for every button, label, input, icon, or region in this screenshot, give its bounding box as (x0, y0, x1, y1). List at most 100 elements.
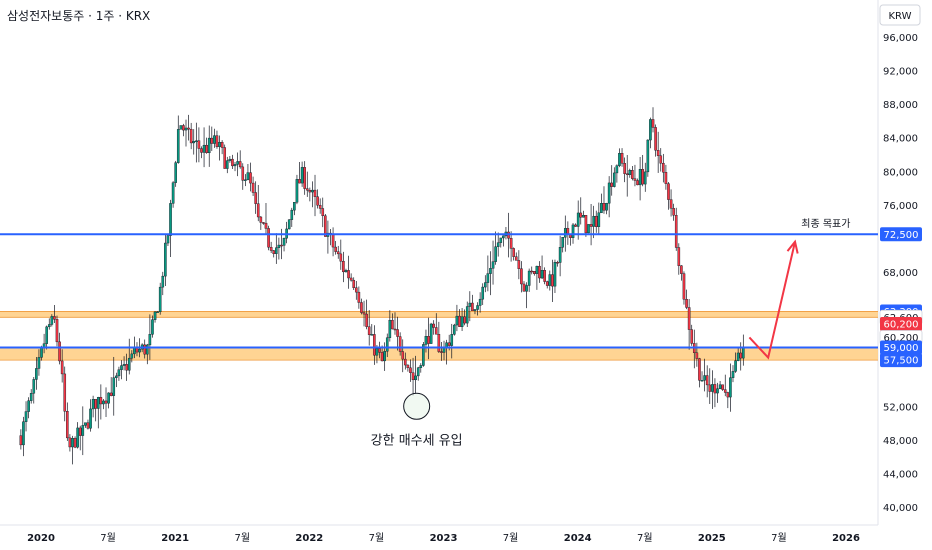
price-tick-label: 68,000 (883, 268, 918, 279)
candle-body (489, 268, 492, 274)
price-tag-6 (880, 353, 922, 368)
candle-body (176, 129, 180, 163)
year-tick-label: 2025 (698, 533, 726, 544)
candle-body (561, 237, 565, 248)
candle-body (29, 393, 33, 401)
candle-body (246, 172, 250, 180)
candle-body (298, 179, 301, 184)
candle-body (613, 172, 616, 187)
candle-body (486, 273, 490, 283)
price-axis[interactable]: 40,000 44,000 48,000 52,000 68,000 76,000 80,0… (883, 33, 918, 514)
candle-body (481, 286, 485, 300)
candle-body (202, 144, 206, 153)
price-tick-label: 76,000 (883, 201, 918, 212)
price-tick-label: 84,000 (883, 134, 918, 145)
candle-body (468, 302, 472, 307)
buying-pressure-circle[interactable] (403, 392, 431, 420)
candle-body (633, 178, 637, 181)
candle-body (556, 262, 559, 264)
candle-body (667, 183, 670, 200)
candle-body (357, 291, 361, 303)
candle-body (631, 170, 634, 179)
candle-body (156, 311, 159, 313)
candle-body (527, 270, 531, 286)
candle-body (179, 125, 183, 130)
candle-body (174, 162, 177, 183)
candle-body (96, 397, 100, 409)
price-tag-label: 57,500 (884, 356, 919, 367)
price-tag-label: 60,200 (884, 333, 919, 344)
candle-body (654, 127, 657, 151)
candle-body (651, 119, 655, 128)
candle-body (58, 341, 61, 362)
candle-body (138, 348, 141, 353)
candle-body (409, 367, 412, 373)
zone-band-1 (0, 347, 878, 361)
candle-body (551, 274, 554, 287)
candle-body (674, 215, 678, 248)
candle-body (81, 425, 85, 436)
candle-body (347, 270, 350, 279)
candle-body (360, 302, 363, 313)
candle-body (251, 182, 255, 193)
time-axis[interactable]: 2020 7월 2021 7월 2022 7월 2023 7월 2024 7월 2025 7월 2026 (0, 524, 878, 544)
candle-body (545, 281, 549, 286)
final-target-label: 최종 목표가 (801, 218, 850, 230)
candle-body (280, 244, 283, 247)
candle-body (24, 411, 28, 422)
candle-body (414, 375, 417, 381)
candle-body (220, 142, 224, 148)
candle-body (264, 222, 268, 229)
candle-body (127, 357, 131, 371)
candle-body (249, 172, 252, 184)
year-tick-label: 2023 (430, 533, 458, 544)
candle-body (287, 219, 291, 230)
candle-body (68, 437, 72, 448)
candle-body (259, 216, 263, 223)
candle-body (331, 233, 335, 248)
candle-body (73, 438, 77, 448)
candle-body (620, 153, 624, 164)
candle-body (605, 203, 608, 211)
price-tag-0 (880, 227, 922, 242)
candle-body (530, 270, 534, 273)
candle-body (112, 377, 116, 396)
candle-body (427, 336, 430, 344)
candle-body (63, 373, 67, 412)
candle-body (207, 137, 211, 154)
candle-body (628, 170, 632, 175)
candle-body (45, 326, 48, 344)
candle-body (734, 360, 737, 372)
candle-body (540, 270, 544, 279)
candle-body (32, 379, 36, 394)
candle-body (458, 315, 461, 327)
candle-body (125, 364, 128, 371)
candle-body (55, 319, 59, 343)
candle-body (553, 262, 557, 287)
candle-body (698, 358, 701, 381)
candle-body (300, 167, 304, 184)
candle-body (576, 212, 580, 227)
candle-body (385, 337, 389, 352)
candle-body (218, 142, 221, 147)
candle-body (192, 141, 196, 144)
candle-body (517, 260, 521, 269)
candle-body (99, 397, 103, 405)
currency-button[interactable]: KRW (879, 4, 921, 26)
candle-body (233, 164, 237, 167)
candle-body (713, 384, 717, 394)
price-tag-3 (880, 317, 922, 332)
candle-body (238, 161, 242, 168)
candle-body (107, 392, 110, 404)
projection-path[interactable] (748, 241, 796, 360)
candle-body (548, 274, 552, 286)
candle-body (690, 329, 694, 344)
candle-body (618, 153, 621, 166)
candle-body (525, 285, 528, 292)
candle-body (47, 324, 51, 328)
candle-body (267, 228, 270, 248)
candle-body (656, 150, 660, 156)
candle-body (344, 270, 348, 273)
candle-body (582, 215, 585, 218)
candle-body (659, 155, 663, 164)
